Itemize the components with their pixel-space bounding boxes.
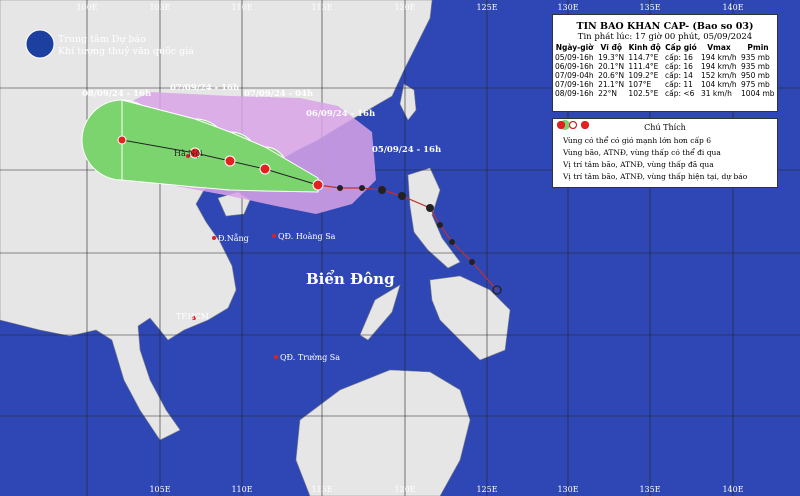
legend-title: Chú Thích (644, 123, 686, 132)
lon-label: 120E (394, 3, 415, 12)
legend-text: Vùng bão, ATNĐ, vùng thấp có thể đi qua (563, 147, 721, 157)
forecast-time: 05/09/24 - 16h (372, 145, 441, 155)
lon-label: 140E (722, 485, 743, 494)
bulletin-cell: 19.3°N (598, 53, 625, 62)
place-name: QĐ. Trường Sa (280, 353, 340, 362)
bulletin-cell: 104 km/h (700, 80, 737, 89)
agency-logo (25, 29, 55, 59)
bulletin-cell: 194 km/h (700, 53, 737, 62)
column-header: Pmin (747, 43, 769, 52)
lon-label: 125E (476, 3, 497, 12)
column-header: Kinh độ (628, 43, 661, 52)
bulletin-cell: 08/09-16h (555, 89, 594, 98)
agency-name: Khí tượng thuỷ văn quốc gia (58, 46, 194, 57)
lon-label: 135E (639, 485, 660, 494)
place-name: Đ.Nẵng (218, 234, 249, 243)
legend-text: Vị trí tâm bão, ATNĐ, vùng thấp đã qua (563, 159, 714, 169)
bulletin-row: 08/09-16h 22°N 102.5°E cấp: <6 31 km/h 1004 m… (553, 89, 777, 98)
bulletin-cell: 950 mb (741, 71, 770, 80)
column-header: Ngày-giờ (555, 43, 594, 52)
lon-label: 105E (149, 485, 170, 494)
lon-label: 105E (149, 3, 170, 12)
lon-label: 130E (557, 3, 578, 12)
lon-label: 110E (231, 485, 252, 494)
bulletin-cell: 1004 mb (741, 89, 775, 98)
bulletin-cell: 109.2°E (628, 71, 659, 80)
bulletin-cell: cấp: 14 (664, 71, 693, 80)
lon-label: 140E (722, 3, 743, 12)
past-positions (337, 185, 475, 265)
legend-item: Vị trí tâm bão, ATNĐ, vùng thấp đã qua (553, 121, 777, 170)
legend: Chú Thích Vùng có thể có gió mạnh lớn hơ… (552, 118, 778, 188)
agency-name: Trung tâm Dự báo (58, 34, 146, 45)
column-header: Vmax (707, 43, 731, 52)
column-header: Vĩ độ (600, 43, 622, 52)
past-track (317, 184, 498, 291)
bulletin-cell: 975 mb (741, 80, 770, 89)
bulletin-cell: 114.7°E (628, 53, 659, 62)
bulletin-cell: 20.6°N (598, 71, 625, 80)
bulletin-row: 07/09-16h 21.1°N 107°E cấp: 11 104 km/h 975 m… (553, 80, 777, 89)
legend-text: Vị trí tâm bão, ATNĐ, vùng thấp hiện tại… (563, 171, 748, 181)
legend-text: Vùng có thể có gió mạnh lớn hơn cấp 6 (563, 135, 711, 145)
bulletin-cell: 152 km/h (700, 71, 737, 80)
bulletin-cell: 06/09-16h (555, 62, 594, 71)
legend-item: Vùng bão, ATNĐ, vùng thấp có thể đi qua (553, 120, 777, 158)
bulletin-cell: 31 km/h (700, 89, 732, 98)
lon-label: 110E (231, 3, 252, 12)
lon-label: 125E (476, 485, 497, 494)
lon-label: 100E (76, 3, 97, 12)
bulletin-cell: 22°N (598, 89, 617, 98)
bulletin-issued: Tin phát lúc: 17 giờ 00 phút, 05/09/2024 (577, 32, 753, 42)
bulletin-row: 05/09-16h 19.3°N 114.7°E cấp: 16 194 km/h 935… (553, 53, 777, 62)
legend-icon (557, 121, 589, 129)
bulletin-cell: 05/09-16h (555, 53, 594, 62)
bulletin-cell: 102.5°E (628, 89, 659, 98)
lon-label: 115E (311, 3, 332, 12)
bulletin-cell: cấp: 16 (664, 53, 693, 62)
bulletin-cell: cấp: 11 (664, 80, 693, 89)
place-name: Hà Nội (174, 149, 203, 158)
place-name: QĐ. Hoàng Sa (278, 232, 336, 241)
lon-label: 135E (639, 3, 660, 12)
bulletin-cell: 20.1°N (598, 62, 625, 71)
bulletin-cell: 07/09-04h (555, 71, 594, 80)
bulletin-cell: 111.4°E (628, 62, 659, 71)
past-position-start (492, 285, 502, 295)
bulletin-cell: 935 mb (741, 62, 770, 71)
bulletin-row: 06/09-16h 20.1°N 111.4°E cấp: 16 194 km/h 935… (553, 62, 777, 71)
bulletin: TIN BAO KHAN CAP- (Bao so 03) Tin phát l… (552, 14, 778, 112)
lon-label: 120E (394, 485, 415, 494)
lon-label: 130E (557, 485, 578, 494)
city-markers (186, 154, 278, 359)
column-header: Cấp gió (665, 43, 697, 52)
bulletin-table: Ngày-giờ Vĩ độ Kinh độ Cấp gió Vmax Pmin 05/09… (553, 42, 777, 98)
bulletin-cell: 194 km/h (700, 62, 737, 71)
place-name: TP.HCM (176, 312, 209, 321)
legend-item: Vị trí tâm bão, ATNĐ, vùng thấp hiện tại… (553, 121, 777, 182)
bulletin-cell: 07/09-16h (555, 80, 594, 89)
bulletin-cell: cấp: <6 (664, 89, 695, 98)
sea-name: Biển Đông (306, 270, 395, 288)
forecast-time: 06/09/24 - 16h (306, 109, 375, 119)
bulletin-cell: 935 mb (741, 53, 770, 62)
bulletin-title: TIN BAO KHAN CAP- (Bao so 03) (576, 21, 754, 32)
lon-label: 115E (311, 485, 332, 494)
forecast-time: 08/09/24 - 16h (82, 89, 151, 99)
bulletin-cell: cấp: 16 (664, 62, 693, 71)
forecast-time: 07/09/24 - 04h (244, 89, 313, 99)
bulletin-row: 07/09-04h 20.6°N 109.2°E cấp: 14 152 km/h 950… (553, 71, 777, 80)
forecast-positions (117, 135, 324, 191)
legend-item: Vùng có thể có gió mạnh lớn hơn cấp 6 (553, 120, 777, 146)
forecast-time: 07/09/24 - 16h (170, 83, 239, 93)
bulletin-cell: 21.1°N (598, 80, 625, 89)
bulletin-cell: 107°E (628, 80, 652, 89)
